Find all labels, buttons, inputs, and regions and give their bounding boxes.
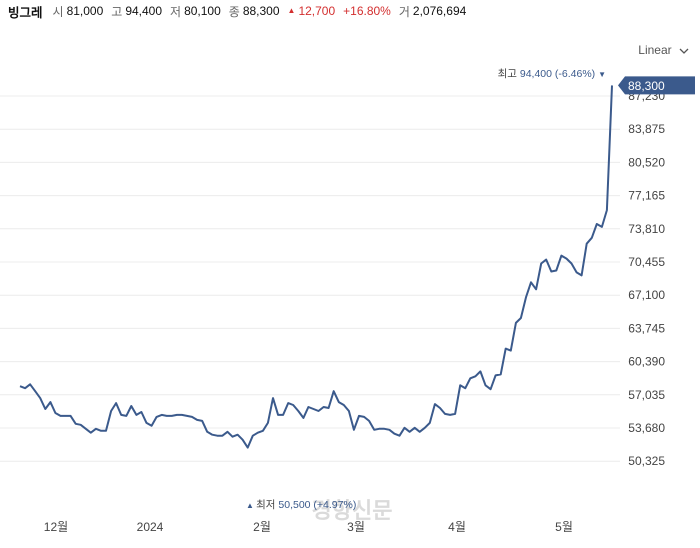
volume: 2,076,694 — [412, 4, 467, 18]
grid-lines — [0, 95, 620, 462]
y-tick-label: 60,390 — [628, 355, 665, 369]
y-tick-label: 83,875 — [628, 122, 665, 136]
y-tick-label: 67,100 — [628, 288, 665, 302]
y-tick-label: 53,680 — [628, 421, 665, 435]
x-tick-label: 5월 — [555, 520, 573, 534]
scale-toggle[interactable]: Linear — [638, 43, 689, 57]
x-tick-label: 3월 — [347, 520, 365, 534]
x-axis: 12월 2024 2월 3월 4월 5월 — [44, 520, 573, 534]
high-label: 고 — [111, 4, 123, 19]
low-annotation: ▲ 최저 50,500 (+4.97%) — [246, 499, 356, 511]
chevron-down-icon — [679, 48, 689, 54]
x-tick-label: 12월 — [44, 520, 68, 534]
y-tick-label: 63,745 — [628, 321, 665, 335]
last-value-badge-bg — [618, 76, 695, 95]
high-arrow-icon: ▼ — [598, 70, 606, 79]
stock-name: 빙그레 — [8, 5, 43, 20]
annotations: 최고 94,400 (-6.46%) ▼ ▲ 최저 50,500 (+4.97%)… — [246, 68, 695, 511]
low-arrow-icon: ▲ — [246, 501, 256, 510]
open-label: 시 — [52, 4, 64, 19]
high-value: 94,400 (-6.46%) — [520, 68, 598, 80]
last-value-badge: 88,300 — [618, 76, 695, 95]
y-tick-label: 70,455 — [628, 255, 665, 269]
high-price: 94,400 — [125, 4, 163, 18]
x-tick-label: 2024 — [137, 520, 164, 534]
last-value-label: 88,300 — [628, 79, 665, 93]
y-tick-label: 73,810 — [628, 222, 665, 236]
change-amount: 12,700 — [298, 4, 336, 18]
y-tick-label: 77,165 — [628, 189, 665, 203]
y-tick-label: 50,325 — [628, 454, 665, 468]
change-percent: +16.80% — [343, 4, 391, 18]
scale-toggle-label: Linear — [638, 43, 672, 57]
x-tick-label: 2월 — [253, 520, 271, 534]
y-tick-label: 80,520 — [628, 155, 665, 169]
close-label: 종 — [228, 4, 240, 19]
low-price: 80,100 — [184, 4, 221, 18]
y-axis: 87,23083,87580,52077,16573,81070,45567,1… — [628, 89, 665, 468]
low-label: 저 — [170, 4, 182, 19]
y-tick-label: 57,035 — [628, 388, 665, 402]
up-arrow-icon: ▲ — [287, 5, 296, 15]
x-tick-label: 4월 — [448, 520, 466, 534]
open-price: 81,000 — [66, 4, 104, 18]
low-value: 50,500 (+4.97%) — [278, 499, 356, 511]
low-label: 최저 — [256, 499, 278, 511]
high-label: 최고 — [498, 68, 520, 80]
watermark: 경향신문 — [312, 498, 393, 523]
close-price: 88,300 — [242, 4, 280, 18]
price-series-line — [19, 85, 613, 449]
high-annotation: 최고 94,400 (-6.46%) ▼ — [498, 68, 606, 80]
volume-label: 거 — [398, 4, 410, 19]
watermark-text: 경향신문 — [312, 498, 393, 523]
stock-header: 빙그레 시 81,000 고 94,400 저 80,100 종 88,300 … — [8, 3, 474, 20]
